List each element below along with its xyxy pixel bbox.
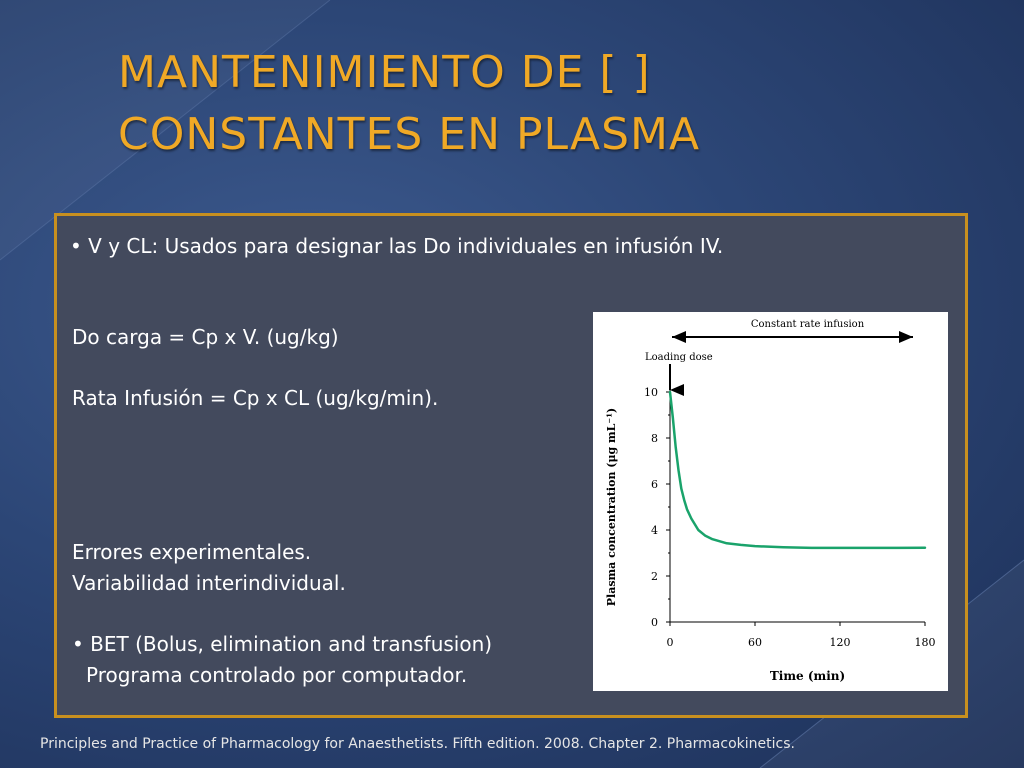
programa-line: Programa controlado por computador. — [86, 663, 468, 687]
bullet-v-cl: • V y CL: Usados para designar las Do in… — [70, 234, 724, 258]
y-tick-label: 2 — [651, 570, 658, 583]
x-axis-label: Time (min) — [770, 669, 845, 683]
plasma-concentration-chart: 0 2 4 6 8 10 0 60 120 180 Time (min) Plasma concent… — [605, 319, 936, 683]
x-tick-label: 180 — [915, 636, 936, 649]
x-tick-label: 120 — [830, 636, 851, 649]
bullet-bet: • BET (Bolus, elimination and transfusio… — [72, 632, 493, 656]
loading-dose-label: Loading dose — [645, 352, 713, 363]
slide-title: MANTENIMIENTO DE [ ] CONSTANTES EN PLASM… — [118, 42, 978, 166]
rata-infusion-line: Rata Infusión = Cp x CL (ug/kg/min). — [72, 386, 439, 410]
infusion-label: Constant rate infusion — [751, 319, 865, 330]
y-tick-label: 6 — [651, 478, 658, 491]
title-line-2: CONSTANTES EN PLASMA — [118, 109, 701, 160]
errores-line: Errores experimentales. — [72, 540, 312, 564]
y-tick-label: 8 — [651, 432, 658, 445]
variabilidad-line: Variabilidad interindividual. — [72, 571, 346, 595]
footer-citation: Principles and Practice of Pharmacology … — [40, 736, 795, 752]
y-axis-label: Plasma concentration (μg mL⁻¹) — [605, 408, 618, 607]
x-tick-label: 0 — [667, 636, 674, 649]
y-tick-label: 0 — [651, 616, 658, 629]
concentration-curve — [668, 390, 927, 550]
y-tick-label: 4 — [651, 524, 658, 537]
chart-panel: 0 2 4 6 8 10 0 60 120 180 Time (min) Plasma concent… — [593, 312, 948, 691]
title-line-1: MANTENIMIENTO DE [ ] — [118, 47, 651, 98]
y-tick-label: 10 — [644, 386, 658, 399]
do-carga-line: Do carga = Cp x V. (ug/kg) — [72, 325, 339, 349]
x-tick-label: 60 — [748, 636, 762, 649]
